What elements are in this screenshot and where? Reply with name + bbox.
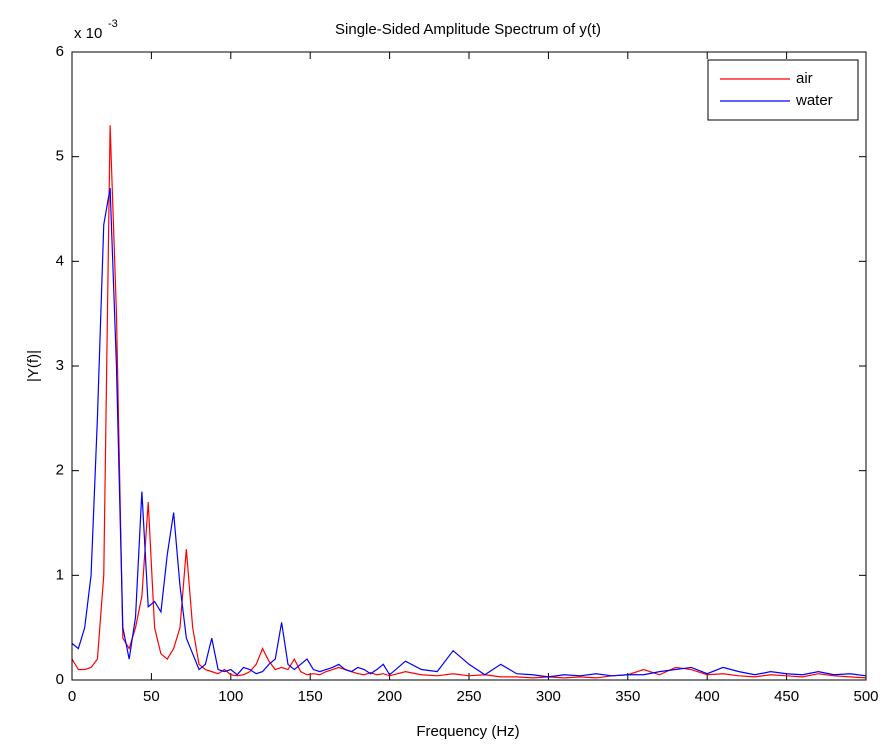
x-tick-label: 400 <box>695 688 720 705</box>
y-tick-label: 1 <box>56 566 64 583</box>
line-series <box>71 187 867 678</box>
x-tick-label: 200 <box>377 688 402 705</box>
legend-label: air <box>796 70 813 87</box>
y-tick-label: 0 <box>56 671 64 688</box>
x-tick-label: 50 <box>143 688 160 705</box>
y-tick-label: 6 <box>56 43 64 60</box>
legend-box <box>707 59 859 121</box>
x-tick-label: 150 <box>298 688 323 705</box>
y-scale-base: x 10 <box>74 25 102 42</box>
y-axis-label: |Y(f)| <box>25 350 42 382</box>
y-tick-label: 5 <box>56 148 64 165</box>
x-tick-label: 300 <box>536 688 561 705</box>
x-tick-label: 250 <box>456 688 481 705</box>
plot-area <box>72 52 866 680</box>
axes-box <box>71 51 867 681</box>
x-tick-label: 100 <box>218 688 243 705</box>
y-scale-exponent: -3 <box>108 18 118 30</box>
x-tick-label: 0 <box>68 688 76 705</box>
x-tick-label: 450 <box>774 688 799 705</box>
legend-label: water <box>795 92 833 109</box>
y-tick-label: 3 <box>56 357 64 374</box>
x-tick-label: 500 <box>853 688 878 705</box>
chart-title: Single-Sided Amplitude Spectrum of y(t) <box>335 21 601 38</box>
y-tick-label: 4 <box>56 252 64 269</box>
x-axis-label: Frequency (Hz) <box>416 723 519 740</box>
y-tick-label: 2 <box>56 462 64 479</box>
x-tick-label: 350 <box>615 688 640 705</box>
